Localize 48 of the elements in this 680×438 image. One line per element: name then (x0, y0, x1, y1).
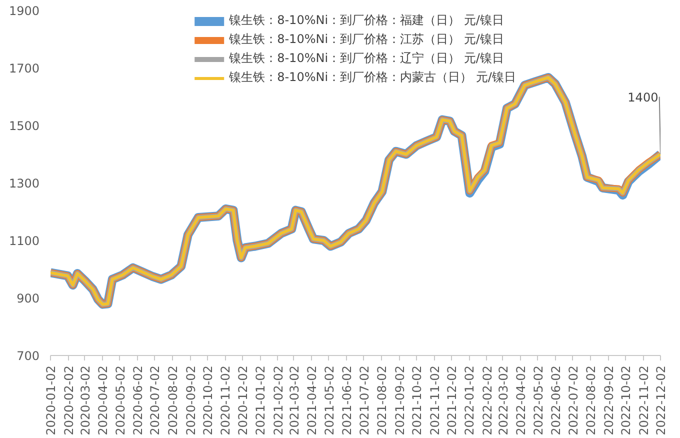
y-tick-label: 900 (16, 292, 40, 306)
legend-label: 镍生铁：8-10%Ni：到厂价格：江苏（日） 元/镍日 (229, 31, 504, 48)
x-tick-label: 2022-09-02 (602, 365, 616, 436)
x-tick-label: 2021-07-02 (357, 365, 372, 436)
x-tick-label: 2020-03-02 (78, 365, 92, 436)
x-tick-label: 2021-04-02 (305, 365, 320, 436)
x-tick-label: 2022-04-02 (514, 365, 528, 436)
x-tick-label: 2022-11-02 (636, 365, 651, 436)
x-tick-label: 2022-12-02 (654, 365, 668, 436)
x-tick-label: 2020-11-02 (218, 365, 233, 436)
y-tick-label: 1500 (8, 119, 40, 133)
x-tick-label: 2020-07-02 (148, 365, 162, 436)
x-tick-label: 2020-06-02 (131, 365, 146, 436)
y-tick-label: 700 (16, 349, 40, 363)
annotation: 1400 (628, 90, 658, 104)
x-tick-label: 2020-02-02 (62, 365, 76, 436)
y-tick-label: 1900 (8, 4, 40, 18)
x-tick-label: 2020-04-02 (96, 365, 110, 436)
x-tick-label: 2021-09-02 (392, 365, 407, 436)
x-tick-label: 2021-10-02 (410, 365, 424, 436)
x-tick-label: 2021-05-02 (322, 365, 336, 436)
x-tick-label: 2022-10-02 (619, 365, 634, 436)
x-tick-label: 2020-12-02 (236, 365, 250, 436)
x-tick-label: 2022-02-02 (480, 365, 494, 436)
x-tick-label: 2021-02-02 (271, 365, 286, 436)
x-tick-label: 2020-08-02 (166, 365, 180, 436)
legend-label: 镍生铁：8-10%Ni：到厂价格：内蒙古（日） 元/镍日 (229, 69, 516, 86)
x-tick-label: 2021-01-02 (254, 365, 268, 436)
x-tick-label: 2021-11-02 (428, 365, 442, 436)
x-tick-label: 2022-07-02 (566, 365, 580, 436)
x-tick-label: 2020-09-02 (184, 365, 198, 436)
x-tick-label: 2022-06-02 (549, 365, 564, 436)
x-tick-label: 2022-05-02 (531, 365, 546, 436)
x-tick-label: 2020-10-02 (200, 365, 215, 436)
y-tick-label: 1100 (8, 234, 40, 248)
x-tick-label: 2021-03-02 (287, 365, 302, 436)
x-tick-label: 2022-03-02 (496, 365, 510, 436)
x-tick-label: 2022-08-02 (584, 365, 598, 436)
x-tick-label: 2021-12-02 (444, 365, 459, 436)
x-tick-label: 2021-08-02 (375, 365, 390, 436)
y-tick-label: 1700 (8, 62, 40, 76)
y-tick-label: 1300 (8, 176, 40, 190)
x-tick-label: 2020-01-02 (44, 365, 58, 436)
legend-label: 镍生铁：8-10%Ni：到厂价格：辽宁（日） 元/镍日 (229, 50, 504, 67)
x-tick-label: 2022-01-02 (462, 365, 477, 436)
x-tick-label: 2021-06-02 (340, 365, 354, 436)
legend-label: 镍生铁：8-10%Ni：到厂价格：福建（日） 元/镍日 (229, 12, 504, 29)
x-tick-label: 2020-05-02 (113, 365, 128, 436)
